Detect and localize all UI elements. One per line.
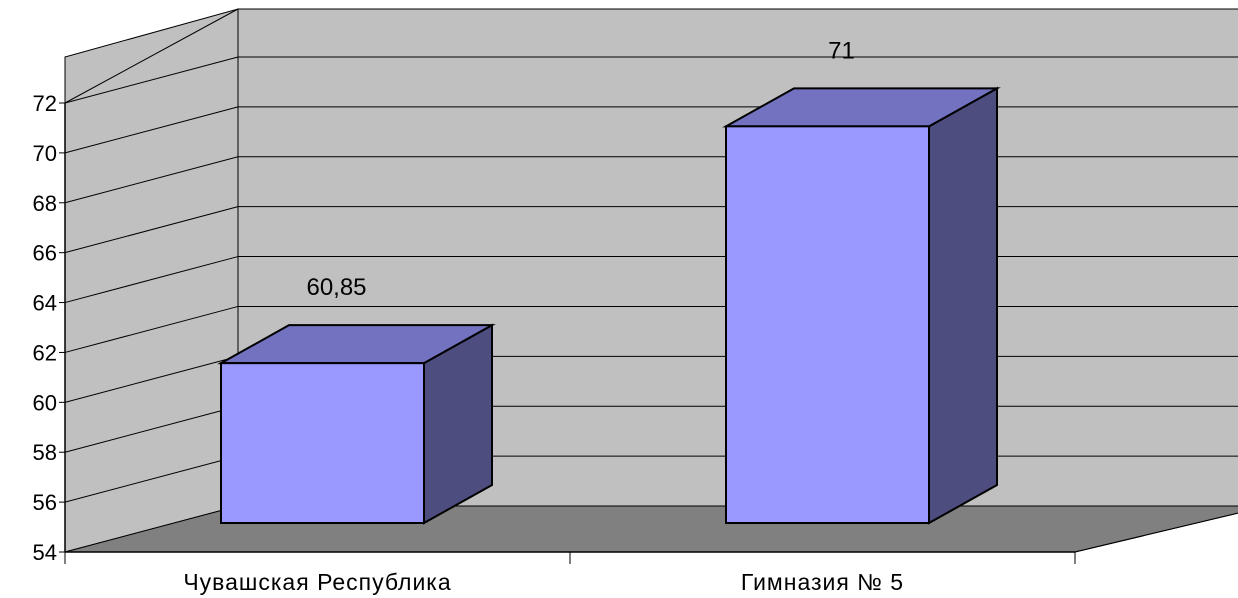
data-label: 71 (828, 37, 855, 64)
bar-2 (722, 86, 1001, 525)
y-tick-label: 62 (33, 340, 57, 365)
bar-front (725, 125, 930, 524)
gridline-side (64, 106, 239, 154)
gridline-side (64, 8, 239, 104)
gridline-side (64, 355, 239, 403)
data-label: 60,85 (306, 274, 366, 301)
bar-front (220, 362, 425, 524)
y-tick-label: 70 (33, 141, 57, 166)
gridline-side (64, 256, 239, 304)
value-axis: 54 56 58 60 62 64 66 68 70 72 (33, 91, 1238, 565)
gridline-side (64, 56, 239, 104)
gridline-side (64, 206, 239, 254)
floor-edge (1074, 512, 1238, 553)
y-tick-label: 66 (33, 241, 57, 266)
labels: 60,85 Чувашская Республика 71 Гимназия № 5 (183, 37, 904, 595)
y-tick-label: 56 (33, 490, 57, 515)
y-tick-label: 68 (33, 191, 57, 216)
y-tick-label: 72 (33, 91, 57, 116)
y-tick-label: 54 (33, 540, 57, 565)
bar-1 (217, 323, 496, 525)
y-tick-label: 58 (33, 440, 57, 465)
y-tick-label: 60 (33, 390, 57, 415)
y-tick-label: 64 (33, 291, 57, 316)
gridline-side (64, 405, 239, 453)
bars (217, 86, 1001, 525)
category-label: Гимназия № 5 (741, 569, 904, 595)
gridline-side (64, 305, 239, 353)
gridline-side (64, 455, 239, 503)
gridline-side (64, 156, 239, 204)
bar-side (928, 86, 998, 525)
side-wall (64, 8, 239, 553)
category-label: Чувашская Республика (183, 569, 451, 595)
